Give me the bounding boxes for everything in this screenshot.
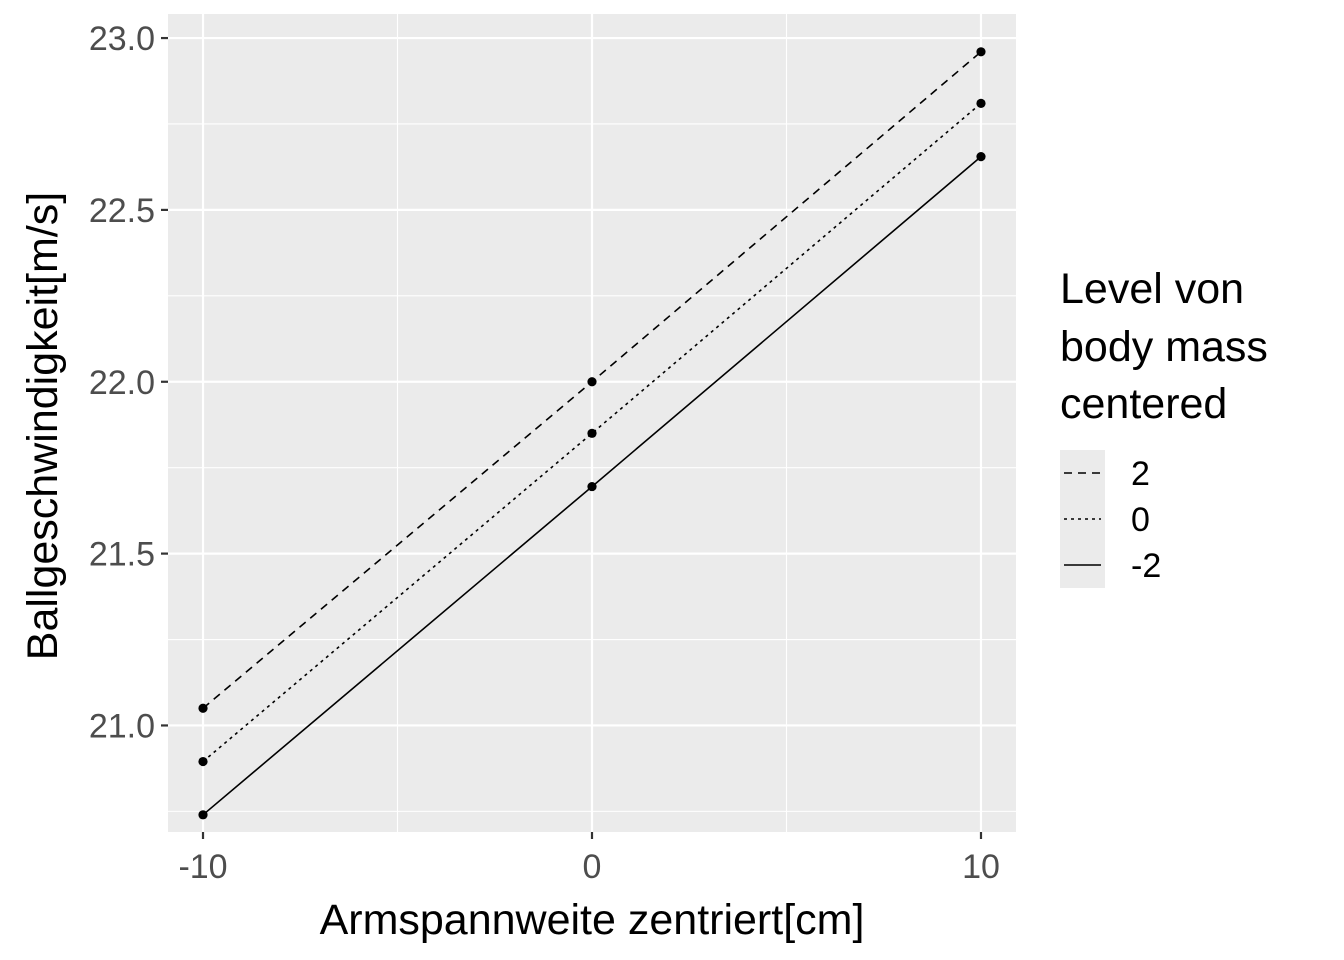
- data-point: [976, 47, 986, 57]
- data-point: [976, 98, 986, 108]
- series-layer: [198, 47, 986, 820]
- data-point: [198, 756, 208, 767]
- y-axis: 21.0 21.5 22.0 22.5 23.0: [89, 20, 168, 745]
- data-point: [198, 810, 208, 820]
- legend-title-line-3: centered: [1060, 380, 1227, 428]
- y-tick-label: 22.5: [89, 192, 155, 230]
- y-axis-title: Ballgeschwindigkeit[m/s]: [19, 192, 67, 660]
- x-tick-label: 10: [962, 848, 1000, 886]
- legend: Level von body mass centered 2 0 -2: [1060, 265, 1268, 588]
- legend-label: 2: [1131, 455, 1150, 493]
- x-axis: -10 0 10: [178, 832, 1000, 886]
- legend-label: 0: [1131, 501, 1150, 539]
- y-tick-label: 21.0: [89, 707, 155, 745]
- series-0: [198, 98, 986, 767]
- series--2: [198, 152, 986, 820]
- y-tick-label: 23.0: [89, 20, 155, 58]
- legend-item-0: 0: [1060, 496, 1150, 542]
- data-point: [198, 703, 208, 713]
- legend-keys: 2 0 -2: [1060, 450, 1161, 588]
- series-2: [198, 47, 986, 713]
- y-tick-label: 21.5: [89, 536, 155, 574]
- data-point: [587, 481, 597, 492]
- x-tick-label: 0: [583, 848, 602, 886]
- data-point: [587, 377, 597, 387]
- legend-item--2: -2: [1060, 542, 1161, 588]
- legend-item-2: 2: [1060, 450, 1150, 496]
- data-point: [587, 428, 597, 438]
- series-line: [202, 102, 982, 763]
- x-tick-label: -10: [178, 848, 227, 886]
- legend-label: -2: [1131, 547, 1161, 585]
- legend-key-background: [1060, 496, 1105, 542]
- x-axis-title: Armspannweite zentriert[cm]: [320, 896, 865, 944]
- data-point: [976, 152, 986, 162]
- legend-title-line-1: Level von: [1060, 265, 1244, 313]
- y-tick-label: 22.0: [89, 364, 155, 402]
- legend-title-line-2: body mass: [1060, 323, 1268, 371]
